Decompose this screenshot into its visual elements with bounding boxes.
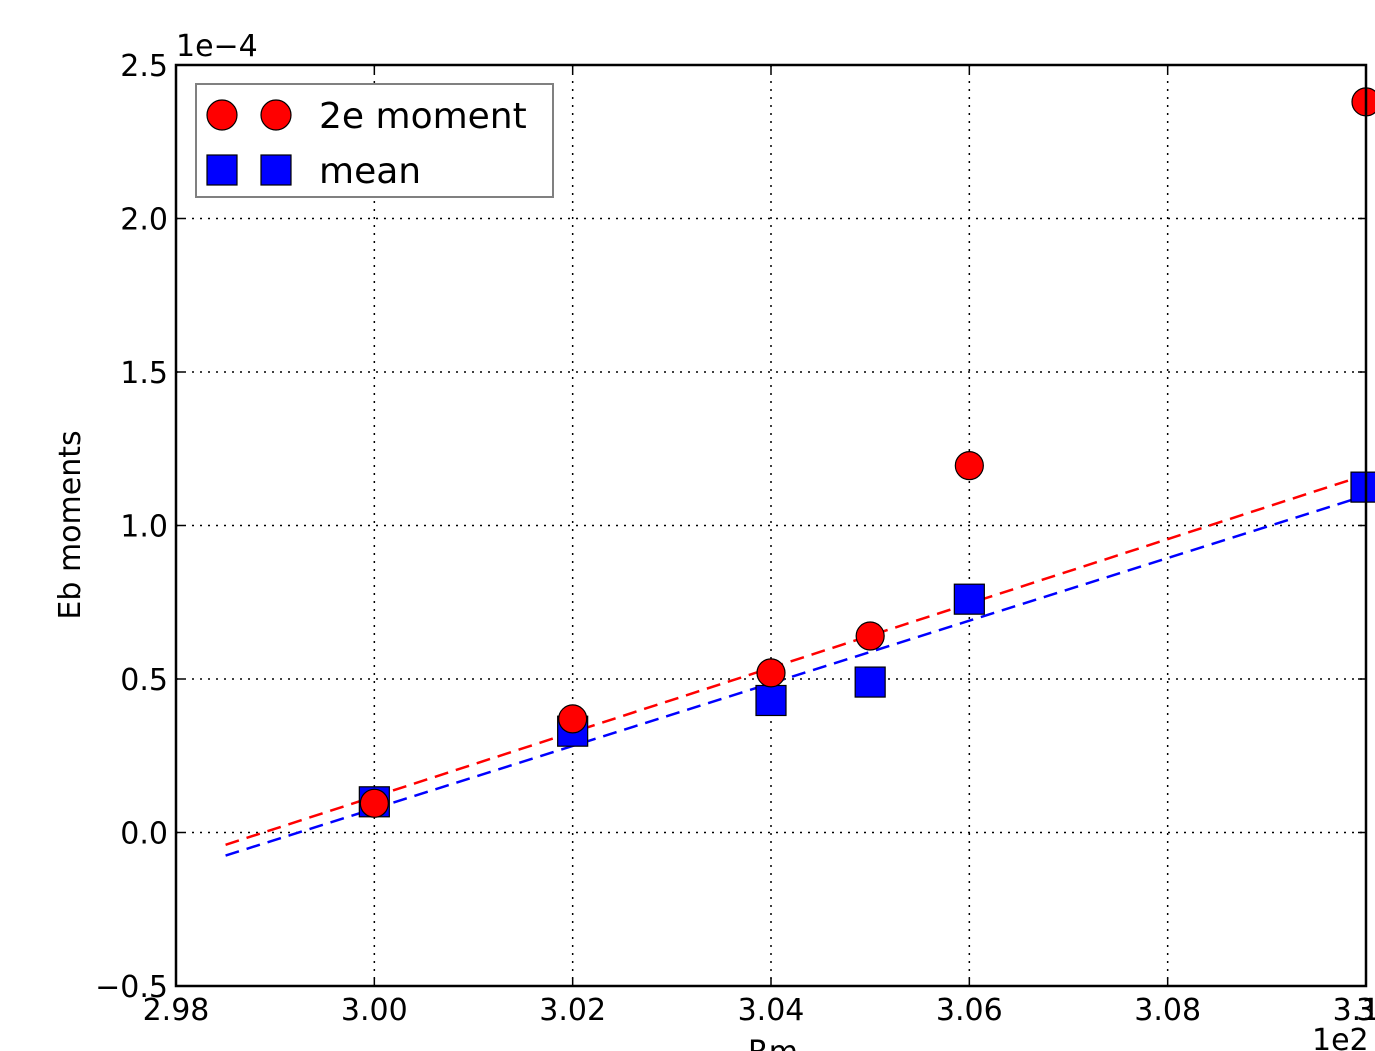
x-tick-label: 3.00 [341, 993, 408, 1028]
y-tick-label: 1.0 [120, 510, 168, 545]
legend-marker-circle [260, 99, 292, 131]
fit-lines [225, 470, 1375, 857]
x-tick-label: 3.02 [539, 993, 606, 1028]
data-point-square [953, 583, 985, 615]
x-offset-label: 1e2 [1312, 1023, 1369, 1051]
plot-frame [174, 63, 1368, 988]
x-tick-label: 2.98 [143, 993, 210, 1028]
y-offset-label: 1e−4 [176, 29, 258, 64]
y-tick-label: 0.0 [120, 817, 168, 852]
legend-marker-square [260, 154, 292, 186]
legend-marker-circle [206, 99, 238, 131]
y-tick-label: 0.5 [120, 663, 168, 698]
data-point-circle [359, 788, 389, 818]
legend-box [195, 83, 554, 198]
y-tick-label: 2.0 [120, 203, 168, 238]
x-tick-label: 3.06 [936, 993, 1003, 1028]
x-axis-label: Rm [748, 1035, 798, 1051]
fit-line [225, 491, 1375, 857]
data-point-circle [558, 704, 588, 734]
y-tick-label: 1.5 [120, 356, 168, 391]
x-tick-label: 3.10 [1333, 993, 1375, 1028]
grid [176, 65, 1366, 986]
data-point-circle [1351, 87, 1375, 117]
y-axis-label: Eb moments [53, 430, 88, 619]
data-point-square [1350, 471, 1375, 503]
axis-ticks: 2.98 3.00 3.02 3.04 3.06 3.08 3.103.1 −0.5 0.0 0.… [95, 49, 1375, 1028]
data-point-square [755, 684, 787, 717]
y-tick-label: 2.5 [120, 49, 168, 84]
data-point-circle [954, 451, 984, 481]
y-tick-label: −0.5 [95, 970, 168, 1005]
x-tick-label: 3.1 [1356, 993, 1375, 1028]
legend-label: 2e moment [319, 96, 527, 137]
legend: 2e moment mean [195, 83, 554, 198]
legend-label: mean [319, 151, 421, 192]
data-point-circle [756, 658, 786, 688]
x-tick-label: 3.04 [738, 993, 805, 1028]
legend-marker-square [206, 154, 238, 186]
data-points [358, 87, 1375, 818]
data-point-circle [855, 621, 885, 651]
data-point-square [854, 666, 886, 698]
fit-line [225, 470, 1375, 846]
x-tick-label: 3.08 [1134, 993, 1201, 1028]
